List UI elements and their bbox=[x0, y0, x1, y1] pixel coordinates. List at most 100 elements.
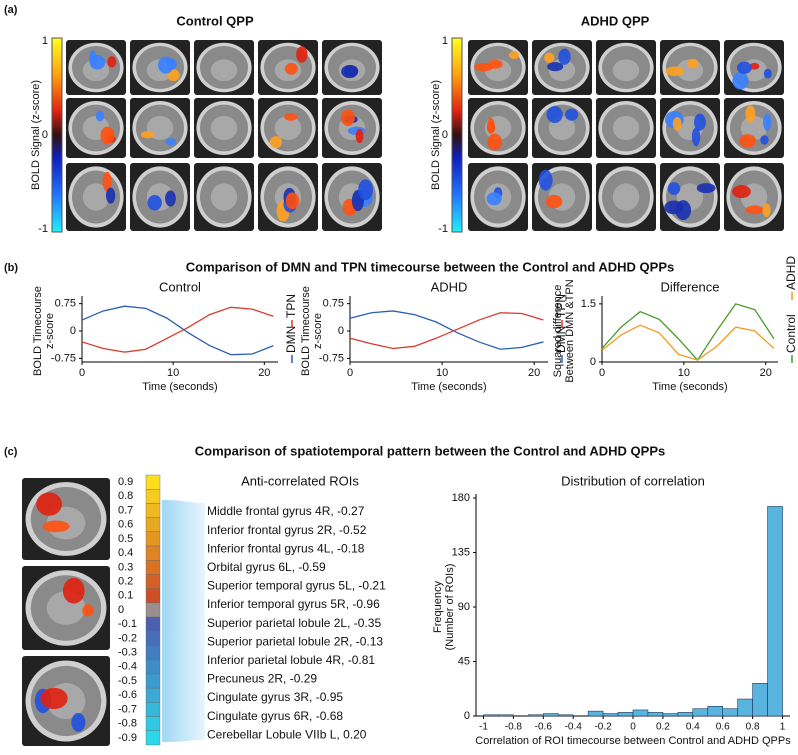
colorbar-tick: 0.5 bbox=[118, 533, 133, 545]
activation-blob bbox=[284, 112, 298, 121]
x-axis-label: Correlation of ROI timecourse between Co… bbox=[475, 735, 791, 747]
activation-blob bbox=[732, 185, 751, 199]
activation-blob bbox=[284, 62, 298, 75]
y-axis-label: BOLD Timecourse bbox=[32, 286, 44, 376]
legend: DMN TPN bbox=[554, 294, 568, 363]
brain-image bbox=[532, 40, 592, 95]
activation-blob bbox=[545, 194, 563, 209]
bar bbox=[692, 708, 709, 717]
colorbar-tick: 0.6 bbox=[118, 519, 133, 531]
colorbar-cell bbox=[145, 716, 161, 731]
y-axis-label: Between DMN &TPN bbox=[564, 279, 576, 382]
y-tick-label: 0.75 bbox=[55, 298, 76, 310]
x-tick-label: 0 bbox=[630, 722, 636, 733]
brain-image bbox=[468, 40, 528, 95]
colorbar-tick: -1 bbox=[38, 223, 48, 235]
x-tick-label: -0.6 bbox=[535, 722, 553, 733]
panel-title: Control QPP bbox=[176, 13, 254, 28]
brain-image bbox=[258, 163, 318, 231]
x-axis-label: Time (seconds) bbox=[411, 381, 486, 393]
bar bbox=[542, 713, 559, 717]
brain-image bbox=[194, 163, 254, 231]
brain-inner bbox=[210, 183, 238, 211]
colorbar-tick: 0.3 bbox=[118, 561, 133, 573]
y-axis-label: BOLD Timecourse bbox=[300, 286, 312, 376]
brain-inner bbox=[210, 59, 238, 82]
roi-item: Inferior frontal gyrus 4L, -0.18 bbox=[207, 541, 365, 555]
roi-item: Orbital gyrus 6L, -0.59 bbox=[207, 560, 326, 574]
x-tick-label: 10 bbox=[436, 367, 448, 379]
bar bbox=[498, 714, 514, 717]
brain-inner bbox=[612, 183, 640, 211]
brain-image bbox=[532, 98, 592, 158]
brain-image bbox=[468, 98, 528, 158]
activation-blob bbox=[749, 62, 760, 70]
colorbar-cell bbox=[145, 702, 161, 717]
x-tick-label: 10 bbox=[167, 367, 179, 379]
brain-image bbox=[130, 163, 190, 231]
activation-blob bbox=[565, 108, 579, 121]
colorbar-cell bbox=[145, 730, 161, 746]
panel-title: Comparison of DMN and TPN timecourse bet… bbox=[186, 259, 675, 274]
brain-inner bbox=[274, 116, 302, 140]
activation-blob bbox=[745, 105, 756, 123]
roi-item: Inferior parietal lobule 4R, -0.81 bbox=[207, 653, 375, 667]
brain-image bbox=[66, 98, 126, 158]
activation-blob bbox=[488, 59, 503, 69]
activation-blob bbox=[547, 62, 564, 72]
chart-title: Difference bbox=[660, 279, 719, 294]
colorbar-cell bbox=[145, 659, 161, 675]
brain-image bbox=[258, 40, 318, 95]
activation-blob bbox=[558, 48, 571, 65]
colorbar-cell bbox=[145, 616, 161, 632]
activation-blob bbox=[508, 50, 520, 60]
legend: DMN TPN bbox=[284, 294, 298, 363]
colorbar-tick: -0.9 bbox=[118, 732, 137, 744]
colorbar-tick: 0.7 bbox=[118, 504, 133, 516]
roi-item: Precuneus 2R, -0.29 bbox=[207, 672, 317, 686]
panel-label: (c) bbox=[4, 446, 18, 458]
colorbar-cell bbox=[145, 673, 161, 689]
y-tick-label: 45 bbox=[458, 655, 470, 667]
colorbar-tick: -1 bbox=[438, 223, 448, 235]
brain-image bbox=[724, 98, 784, 158]
brain-image bbox=[66, 163, 126, 231]
brain-image bbox=[596, 98, 656, 158]
y-tick-label: 135 bbox=[452, 546, 470, 558]
panel-label: (b) bbox=[4, 262, 18, 274]
activation-blob bbox=[165, 138, 177, 146]
chart-title: ADHD bbox=[431, 279, 468, 294]
roi-item: Middle frontal gyrus 4R, -0.27 bbox=[207, 504, 365, 518]
brain-inner bbox=[82, 183, 110, 211]
activation-blob bbox=[665, 66, 685, 77]
legend-label: ADHD bbox=[784, 256, 798, 290]
x-tick-label: 0.4 bbox=[686, 722, 700, 733]
y-tick-label: 0 bbox=[338, 325, 344, 337]
colorbar-cell bbox=[145, 602, 161, 618]
activation-blob bbox=[165, 190, 176, 207]
brain-image bbox=[322, 163, 382, 231]
brain-image bbox=[130, 98, 190, 158]
brain-image bbox=[532, 163, 592, 231]
activation-blob bbox=[763, 68, 772, 79]
legend-label: TPN bbox=[284, 294, 298, 318]
colorbar-cell bbox=[145, 687, 161, 703]
colorbar-tick: -0.5 bbox=[118, 675, 137, 687]
activation-blob bbox=[762, 203, 771, 218]
y-tick-label: -0.75 bbox=[51, 352, 76, 364]
activation-blob bbox=[675, 200, 692, 221]
activation-blob bbox=[486, 192, 502, 206]
activation-blob bbox=[546, 106, 563, 123]
colorbar-cell bbox=[145, 489, 161, 504]
brain-inner bbox=[210, 116, 238, 140]
x-tick-label: 20 bbox=[258, 367, 270, 379]
activation-blob bbox=[107, 56, 117, 68]
x-tick-label: 20 bbox=[760, 367, 772, 379]
roi-item: Inferior temporal gyrus 5R, -0.96 bbox=[207, 597, 380, 611]
activation-blob bbox=[344, 65, 359, 78]
colorbar-tick: 0 bbox=[42, 129, 48, 141]
roi-item: Inferior frontal gyrus 2R, -0.52 bbox=[207, 523, 367, 537]
y-axis-label: Frequency bbox=[432, 581, 444, 633]
bar bbox=[483, 714, 499, 717]
x-tick-label: 0.8 bbox=[746, 722, 760, 733]
